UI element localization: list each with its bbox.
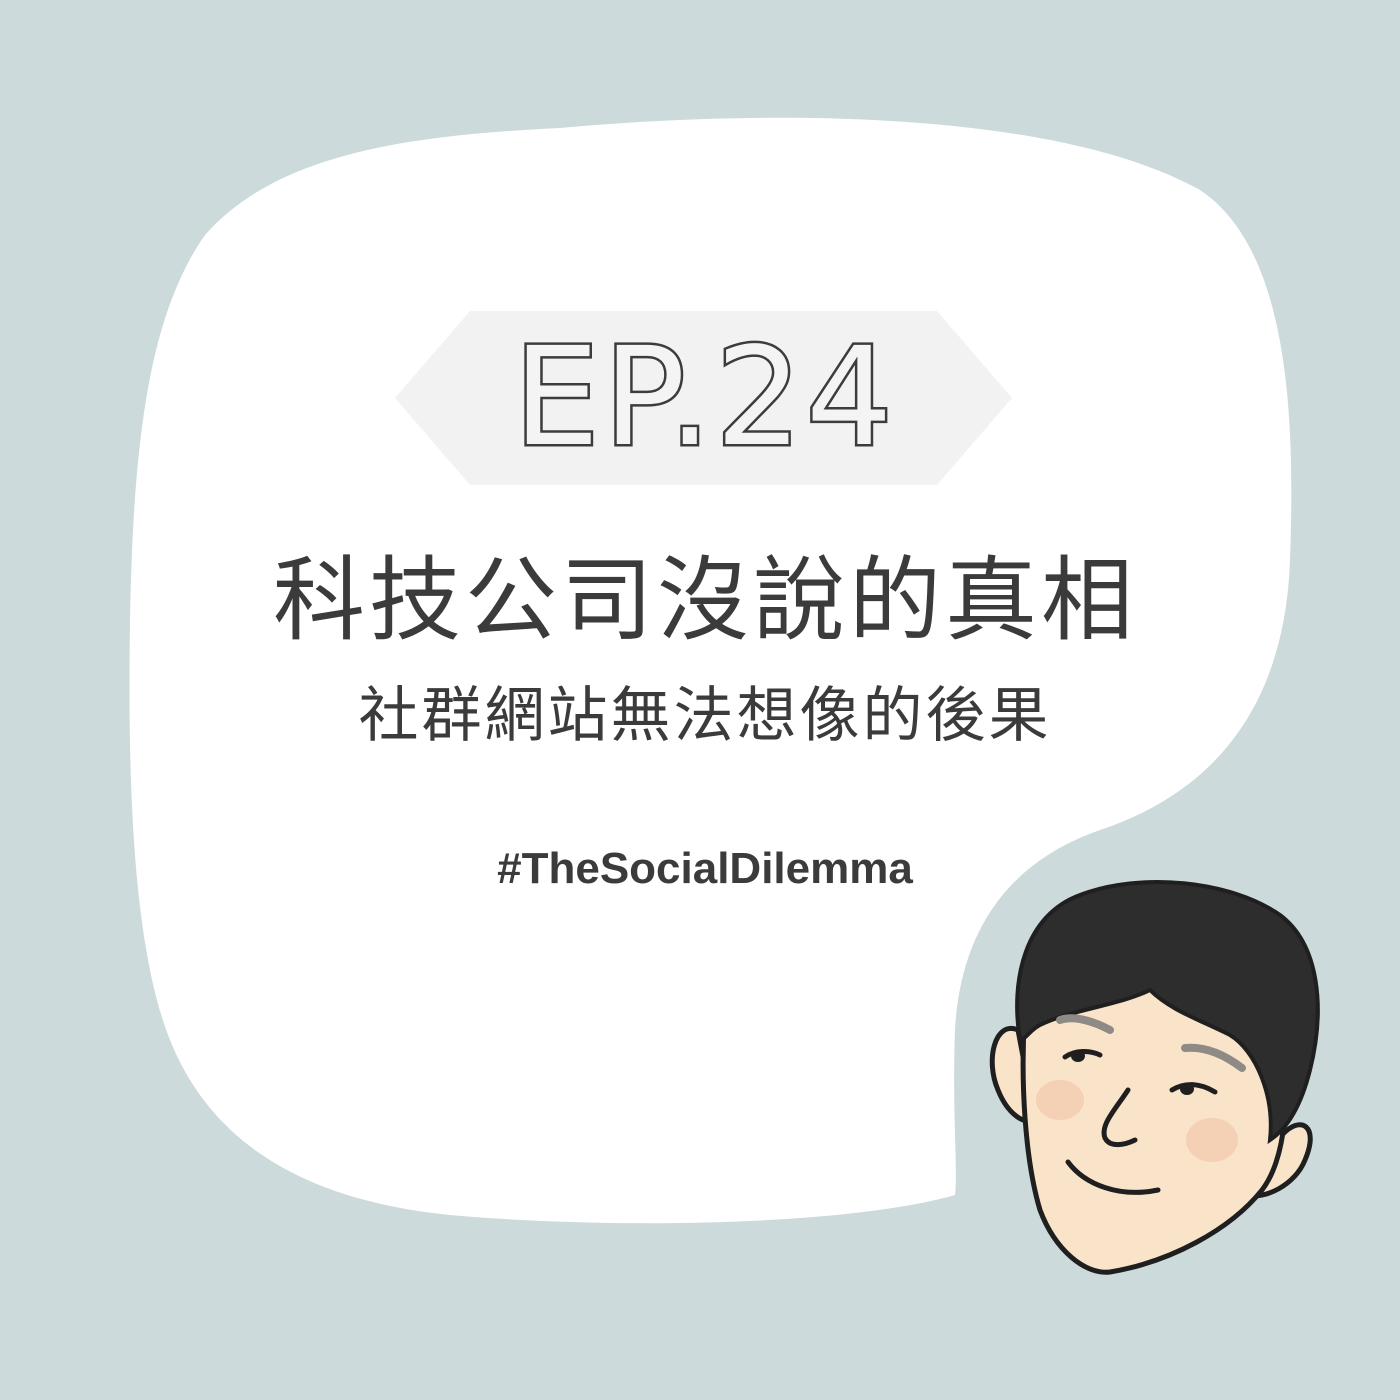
hair [1015, 880, 1320, 1145]
mouth [1065, 1159, 1161, 1195]
cartoon-man-face-icon [989, 880, 1320, 1275]
page-title: 科技公司沒說的真相 [272, 547, 1137, 654]
episode-label: EP.24 [511, 319, 897, 477]
left-eyebrow [1056, 1014, 1114, 1034]
page-subtitle: 社群網站無法想像的後果 [358, 681, 1052, 751]
hashtag-text: #TheSocialDilemma [497, 844, 913, 893]
nose [1101, 1087, 1138, 1148]
left-pupil [1071, 1050, 1085, 1062]
right-blush [1186, 1118, 1238, 1162]
right-pupil [1180, 1083, 1194, 1095]
right-eyebrow [1181, 1043, 1246, 1072]
right-eye [1169, 1082, 1218, 1095]
episode-badge [395, 311, 1012, 485]
left-blush [1036, 1080, 1084, 1120]
